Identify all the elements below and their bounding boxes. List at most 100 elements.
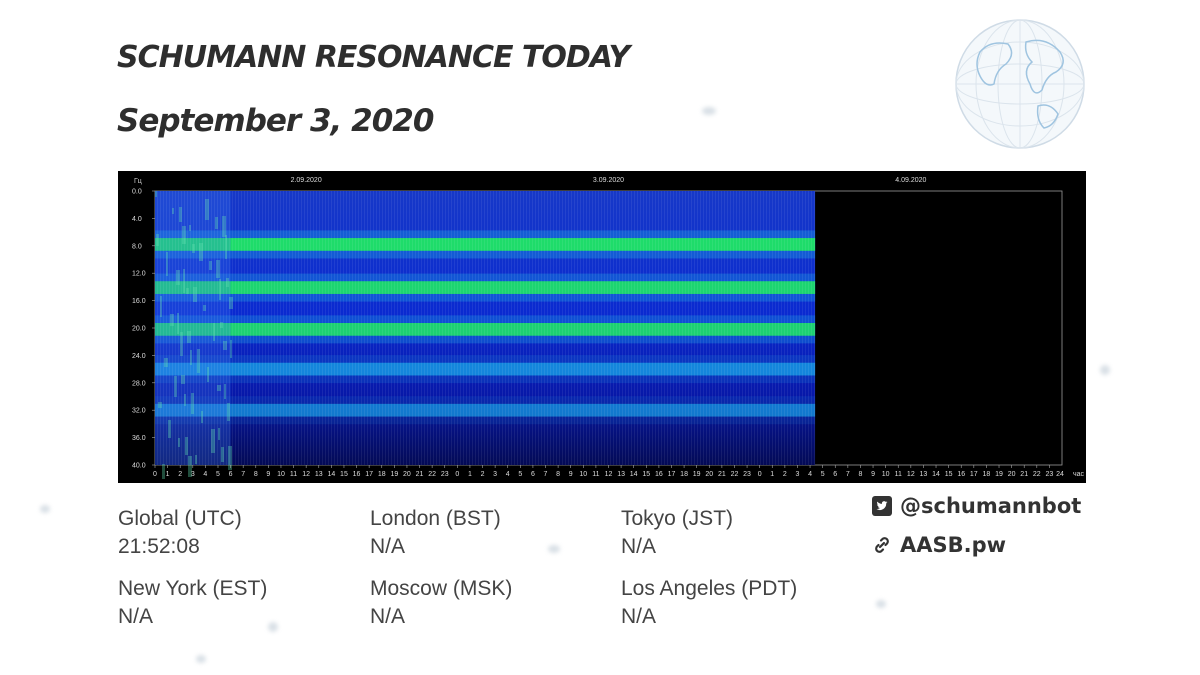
- x-tick-label: 16: [655, 471, 663, 478]
- x-tick-label: 3: [191, 471, 195, 478]
- x-tick-label: 21: [416, 471, 424, 478]
- timezone-time: 21:52:08: [118, 535, 200, 558]
- x-tick-label: 6: [833, 471, 837, 478]
- y-tick-label: 16.0: [132, 298, 146, 305]
- x-tick-label: 20: [1008, 471, 1016, 478]
- background-dot: [702, 107, 716, 115]
- x-tick-label: 11: [592, 471, 599, 478]
- x-tick-label: 2: [178, 471, 182, 478]
- x-tick-label: 9: [871, 471, 875, 478]
- timezone-london: London (BST) N/A: [370, 505, 501, 561]
- background-dot: [40, 505, 50, 513]
- date-label: 3.09.2020: [593, 177, 624, 184]
- x-tick-label: 23: [441, 471, 449, 478]
- x-tick-label: 15: [642, 471, 650, 478]
- y-axis-label: Гц: [134, 178, 142, 185]
- x-tick-label: 3: [493, 471, 497, 478]
- x-tick-label: 18: [378, 471, 386, 478]
- timezone-label: Los Angeles (PDT): [621, 577, 798, 600]
- page-title: SCHUMANN RESONANCE TODAY: [117, 40, 630, 75]
- x-tick-label: 10: [277, 471, 285, 478]
- y-tick-label: 28.0: [132, 380, 146, 387]
- x-tick-label: 8: [858, 471, 862, 478]
- x-tick-label: 12: [907, 471, 915, 478]
- date-label: 4.09.2020: [895, 177, 926, 184]
- x-tick-label: 16: [353, 471, 361, 478]
- x-tick-label: 4: [808, 471, 812, 478]
- y-tick-label: 32.0: [132, 408, 146, 415]
- x-tick-label: 6: [531, 471, 535, 478]
- x-tick-label: 1: [166, 471, 170, 478]
- x-tick-label: 13: [617, 471, 625, 478]
- x-tick-label: 21: [1020, 471, 1028, 478]
- website-url: AASB.pw: [900, 533, 1007, 557]
- y-tick-label: 0.0: [132, 189, 142, 196]
- x-tick-label: 14: [932, 471, 940, 478]
- x-tick-label: 7: [846, 471, 850, 478]
- x-tick-label: 11: [290, 471, 297, 478]
- twitter-handle: @schumannbot: [900, 494, 1082, 518]
- timezone-time: N/A: [370, 535, 406, 558]
- x-tick-label: 3: [796, 471, 800, 478]
- y-tick-label: 4.0: [132, 216, 142, 223]
- x-tick-label: 8: [556, 471, 560, 478]
- x-tick-label: 23: [743, 471, 751, 478]
- x-tick-label: 18: [680, 471, 688, 478]
- spectrogram-texture: [155, 191, 816, 465]
- date-label: 2.09.2020: [291, 177, 322, 184]
- x-tick-label: 19: [995, 471, 1003, 478]
- x-tick-label: 13: [920, 471, 928, 478]
- timezone-new-york: New York (EST) N/A: [118, 575, 267, 631]
- x-tick-label: 16: [957, 471, 965, 478]
- timezone-label: Moscow (MSK): [370, 577, 513, 600]
- timezone-moscow: Moscow (MSK) N/A: [370, 575, 512, 631]
- twitter-link[interactable]: @schumannbot: [872, 494, 1081, 518]
- timezone-label: New York (EST): [118, 577, 268, 600]
- x-tick-label: 2: [481, 471, 485, 478]
- timezone-label: London (BST): [370, 507, 501, 530]
- timezone-time: N/A: [621, 535, 657, 558]
- twitter-icon: [872, 496, 892, 516]
- y-tick-label: 12.0: [132, 271, 146, 278]
- x-tick-label: 0: [455, 471, 459, 478]
- x-tick-label: 22: [731, 471, 739, 478]
- x-tick-label: 5: [518, 471, 522, 478]
- x-tick-label: 19: [693, 471, 701, 478]
- timezone-time: N/A: [621, 605, 657, 628]
- timezone-label: Global (UTC): [118, 507, 242, 530]
- timezone-label: Tokyo (JST): [621, 507, 734, 530]
- spectrogram-svg: Гц 0.0 4.0 8.0 12.0 16.0 20.0 24.0 28.0 32.0 36.0 4…: [118, 171, 1086, 483]
- x-tick-label: 5: [821, 471, 825, 478]
- x-tick-label: 21: [718, 471, 726, 478]
- background-dot: [268, 622, 278, 632]
- x-tick-label: 1: [468, 471, 472, 478]
- timezone-tokyo: Tokyo (JST) N/A: [621, 505, 733, 561]
- x-tick-label: 9: [266, 471, 270, 478]
- x-tick-label: 17: [668, 471, 676, 478]
- x-tick-label: 12: [605, 471, 613, 478]
- x-tick-label: 10: [579, 471, 587, 478]
- x-tick-label: 2: [783, 471, 787, 478]
- x-tick-label: 17: [970, 471, 978, 478]
- x-tick-label: 15: [945, 471, 953, 478]
- y-tick-label: 36.0: [132, 435, 146, 442]
- x-tick-label: 11: [895, 471, 902, 478]
- x-tick-label: 6: [229, 471, 233, 478]
- timezone-time: N/A: [118, 605, 154, 628]
- x-tick-label: 0: [153, 471, 157, 478]
- x-tick-label: 24: [1056, 471, 1064, 478]
- x-tick-label: 0: [758, 471, 762, 478]
- x-tick-label: 8: [254, 471, 258, 478]
- y-tick-label: 20.0: [132, 326, 146, 333]
- x-axis-label: час: [1073, 471, 1085, 478]
- y-tick-label: 24.0: [132, 353, 146, 360]
- timezone-global: Global (UTC) 21:52:08: [118, 505, 242, 561]
- website-link[interactable]: AASB.pw: [872, 533, 1006, 557]
- date-subtitle: September 3, 2020: [117, 103, 434, 139]
- noise-speck: [188, 456, 192, 477]
- x-tick-label: 5: [216, 471, 220, 478]
- x-tick-label: 14: [327, 471, 335, 478]
- link-icon: [875, 537, 889, 553]
- x-tick-label: 7: [241, 471, 245, 478]
- x-tick-label: 14: [630, 471, 638, 478]
